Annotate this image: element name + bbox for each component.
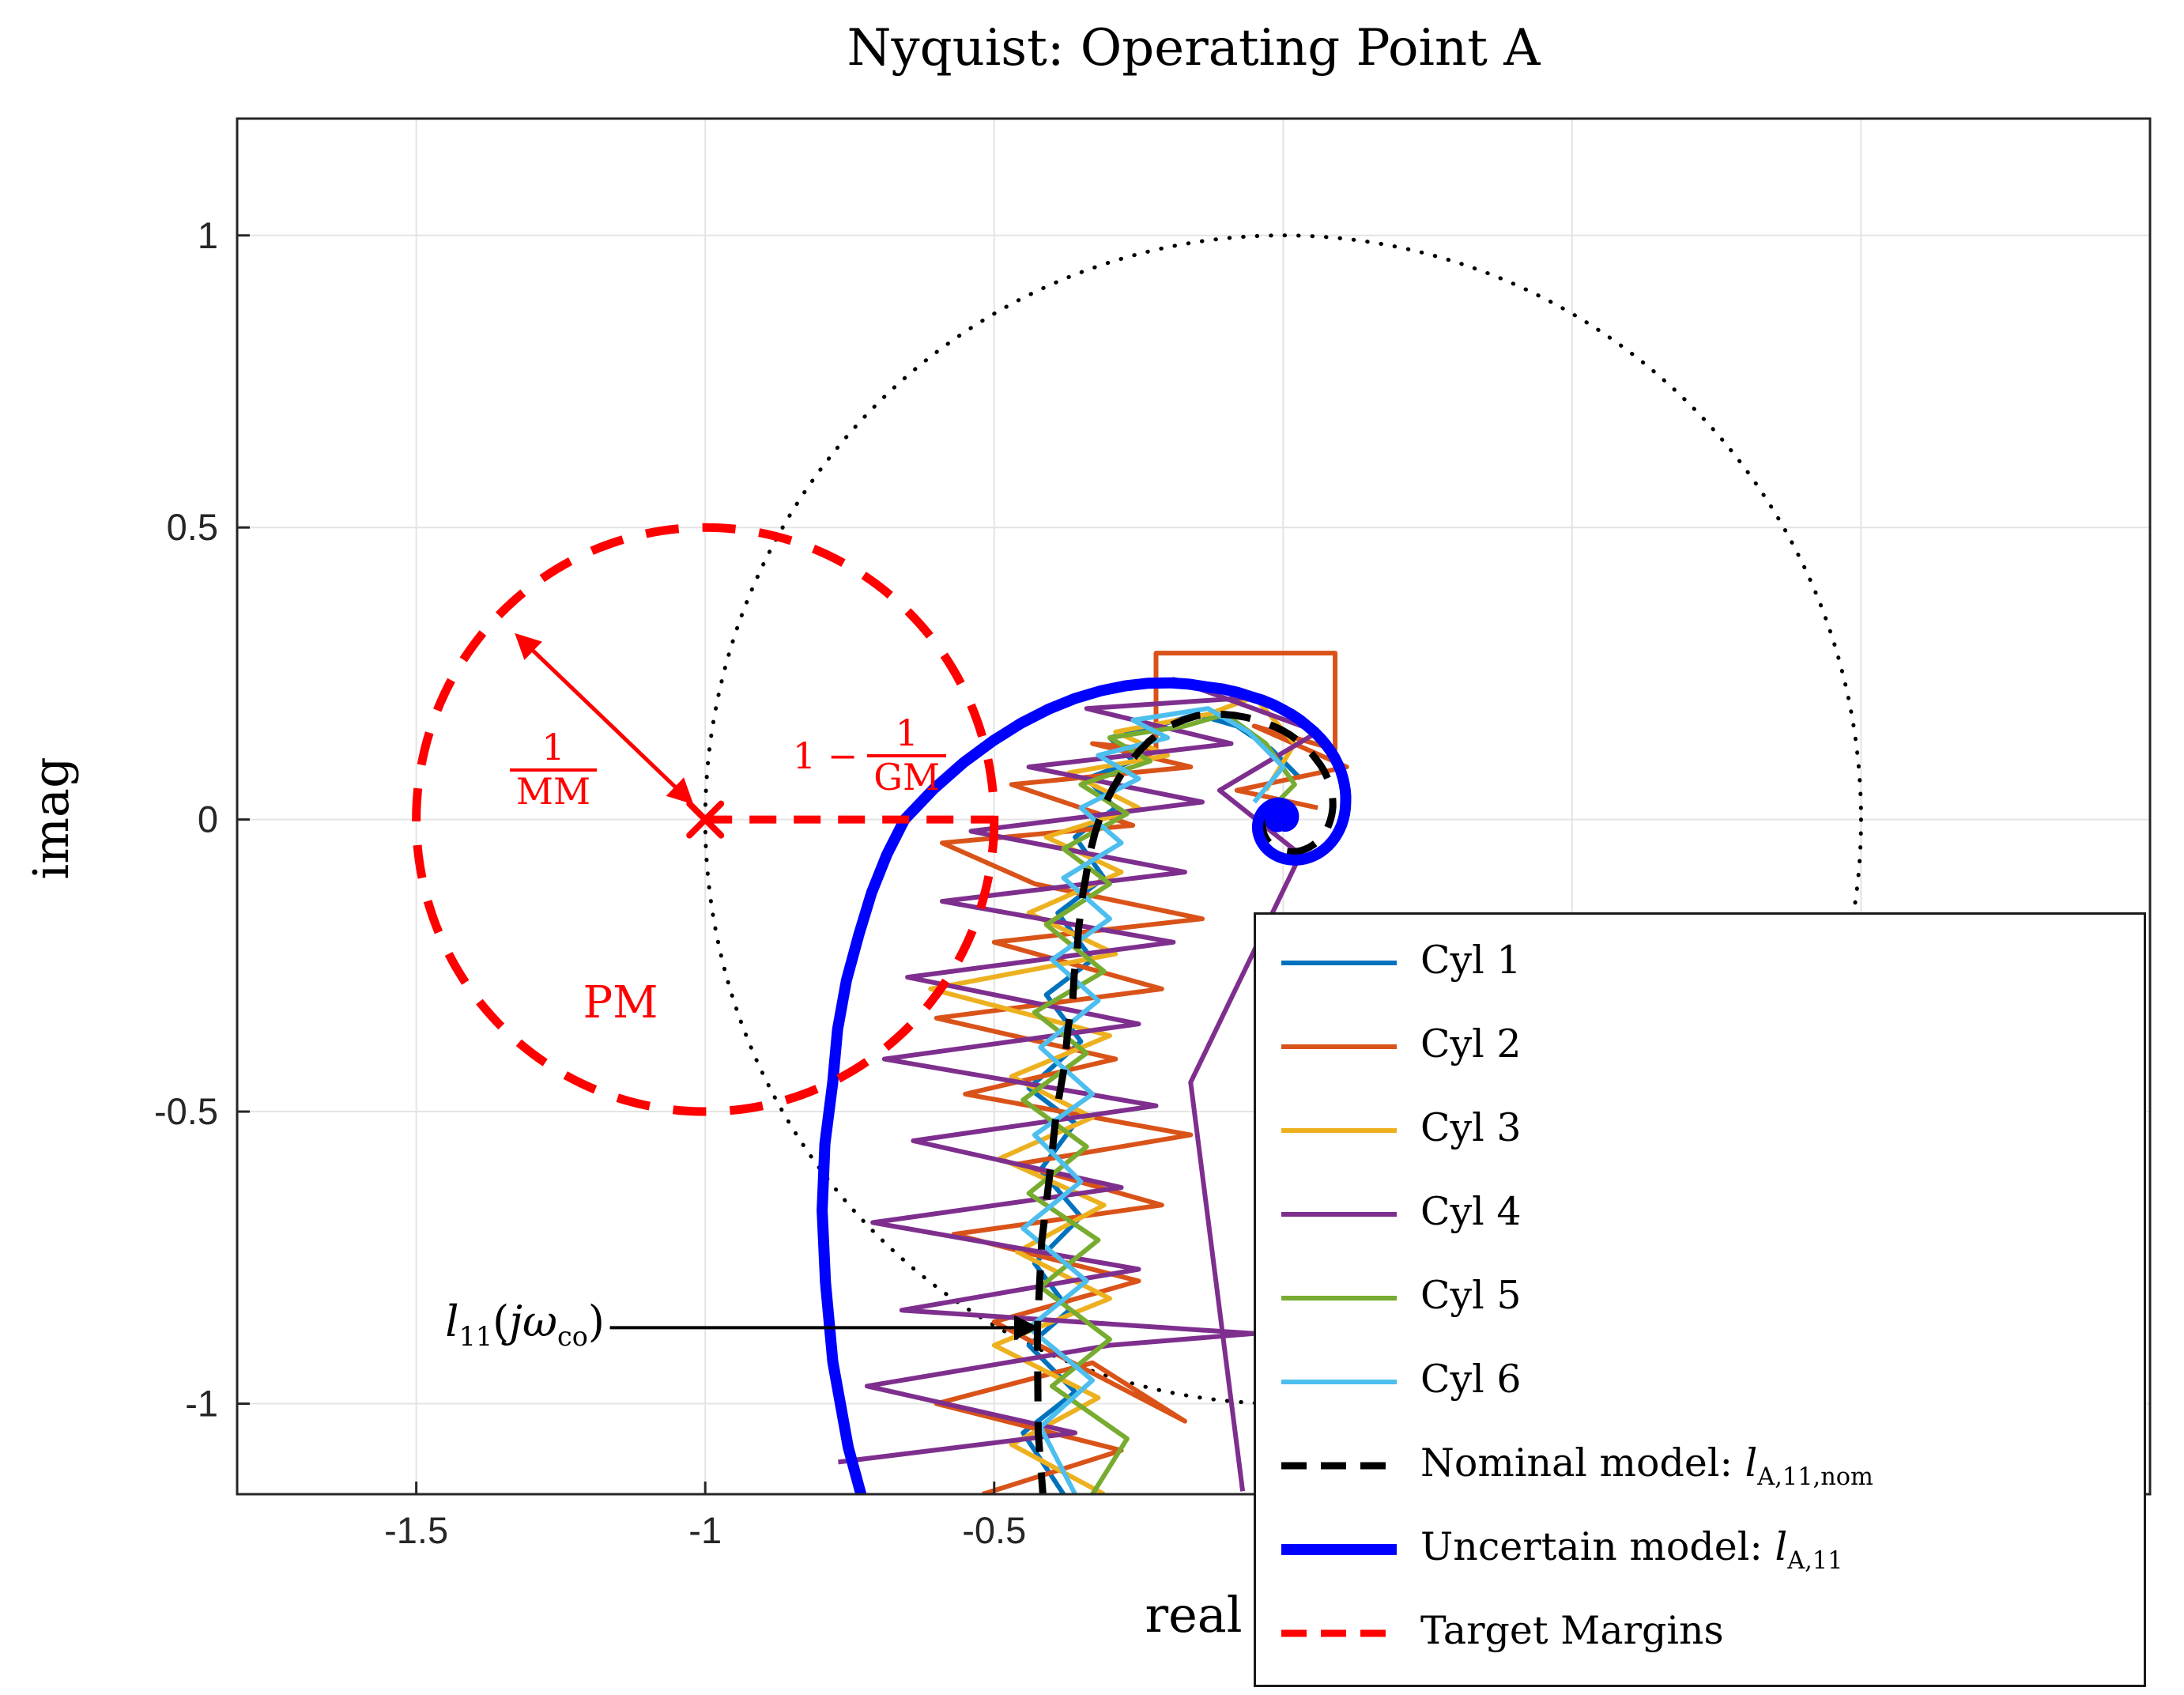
y-tick-label: 1 <box>198 214 218 256</box>
legend-item-cyl-6: Cyl 6 <box>1256 1340 2144 1424</box>
fraction-numerator: 1 <box>541 726 565 768</box>
fraction-denominator: GM <box>867 753 947 798</box>
legend-text: Cyl 2 <box>1420 1021 1522 1067</box>
x-tick-label: -1 <box>688 1509 722 1551</box>
legend-label: Uncertain model: lA,11 <box>1420 1524 1843 1575</box>
legend-sample-line <box>1281 1380 1397 1384</box>
legend-item-cyl-4: Cyl 4 <box>1256 1172 2144 1256</box>
legend-text: Cyl 6 <box>1420 1357 1522 1402</box>
legend-item-target-margins: Target Margins <box>1256 1591 2144 1675</box>
legend-item-cyl-3: Cyl 3 <box>1256 1089 2144 1172</box>
legend-sample-line <box>1281 1462 1397 1470</box>
legend-text: Cyl 3 <box>1420 1105 1522 1151</box>
annotation-crossover-label: l11(jωco) <box>332 1297 605 1352</box>
series-nominal-model <box>1033 711 1337 1494</box>
legend-sample-line <box>1281 1044 1397 1049</box>
y-tick-label: 0.5 <box>167 506 218 548</box>
x-tick-label: -0.5 <box>962 1509 1026 1551</box>
legend-sample-line <box>1281 1629 1397 1637</box>
legend-line-sample <box>1280 1455 1398 1476</box>
y-tick-label: -1 <box>185 1382 218 1424</box>
y-tick-label: 0 <box>198 798 218 840</box>
crossover-base: l <box>445 1297 459 1346</box>
legend-sample-line <box>1281 961 1397 965</box>
y-axis-label: imag <box>22 757 80 880</box>
legend-sample-line <box>1281 1544 1397 1555</box>
series-uncertain-model <box>817 677 1352 1494</box>
crossover-arg: jω <box>509 1297 558 1346</box>
legend-math-base: l <box>1775 1524 1788 1570</box>
x-axis-label: real <box>1145 1586 1243 1644</box>
x-tick-label: -1.5 <box>384 1509 448 1551</box>
annotation-inverse-mm: 1 MM <box>474 727 632 812</box>
legend-label: Cyl 5 <box>1420 1273 1522 1323</box>
legend-label: Cyl 6 <box>1420 1357 1522 1407</box>
figure-title: Nyquist: Operating Point A <box>847 19 1541 77</box>
crossover-close-paren: ) <box>587 1297 605 1346</box>
fraction-one-over-mm: 1 MM <box>509 726 598 813</box>
y-tick-label: -0.5 <box>154 1090 218 1132</box>
legend-line-sample <box>1280 1036 1398 1057</box>
legend-line-sample <box>1280 953 1398 973</box>
legend-sample-line <box>1281 1212 1397 1217</box>
series-cyl-2 <box>934 651 1349 1494</box>
legend-label: Cyl 1 <box>1420 938 1522 988</box>
legend-item-cyl-2: Cyl 2 <box>1256 1005 2144 1089</box>
legend-text: Nominal model: <box>1420 1440 1745 1486</box>
legend-item-nominal-model: Nominal model: lA,11,nom <box>1256 1424 2144 1508</box>
annotation-pm: PM <box>583 977 658 1029</box>
legend-line-sample <box>1280 1539 1398 1560</box>
axes-box <box>236 117 2152 1496</box>
series-cyl-3 <box>928 694 1297 1494</box>
legend-label: Cyl 4 <box>1420 1189 1522 1240</box>
legend-line-sample <box>1280 1120 1398 1141</box>
legend-math-sub: A,11 <box>1787 1546 1843 1575</box>
legend-label: Cyl 2 <box>1420 1021 1522 1072</box>
series-group <box>817 651 1352 1494</box>
crossover-open-paren: ( <box>492 1297 510 1346</box>
series-end-dot <box>1265 806 1291 832</box>
legend-item-cyl-5: Cyl 5 <box>1256 1256 2144 1340</box>
mm-radius-arrow <box>515 632 694 805</box>
legend-math-sub: A,11,nom <box>1757 1463 1873 1491</box>
fraction-one-over-gm: 1 GM <box>867 712 947 798</box>
legend-label: Cyl 3 <box>1420 1105 1522 1156</box>
legend-line-sample <box>1280 1204 1398 1225</box>
legend-sample-line <box>1281 1128 1397 1133</box>
legend-text: Cyl 5 <box>1420 1273 1522 1319</box>
legend-line-sample <box>1280 1288 1398 1308</box>
annotation-gm-distance: 1 − 1 GM <box>727 712 1012 798</box>
legend: Cyl 1 Cyl 2 Cyl 3 Cyl 4 Cyl 5 Cyl 6 Nomi… <box>1254 912 2146 1687</box>
legend-sample-line <box>1281 1296 1397 1301</box>
legend-line-sample <box>1280 1372 1398 1392</box>
critical-point-x-marker <box>686 800 725 839</box>
legend-item-uncertain-model: Uncertain model: lA,11 <box>1256 1508 2144 1591</box>
legend-text: Cyl 4 <box>1420 1189 1522 1235</box>
legend-line-sample <box>1280 1623 1398 1644</box>
gm-prefix-text: 1 − <box>792 734 858 777</box>
legend-text: Cyl 1 <box>1420 938 1522 983</box>
legend-label: Nominal model: lA,11,nom <box>1420 1440 1873 1491</box>
crossover-arg-sub: co <box>557 1320 588 1352</box>
fraction-denominator: MM <box>509 768 598 813</box>
legend-math-base: l <box>1745 1440 1758 1486</box>
legend-text: Uncertain model: <box>1420 1524 1775 1570</box>
fraction-numerator: 1 <box>895 712 918 754</box>
legend-text: Target Margins <box>1420 1608 1724 1654</box>
legend-item-cyl-1: Cyl 1 <box>1256 921 2144 1005</box>
crossover-sub: 11 <box>458 1320 493 1352</box>
legend-label: Target Margins <box>1420 1608 1724 1659</box>
